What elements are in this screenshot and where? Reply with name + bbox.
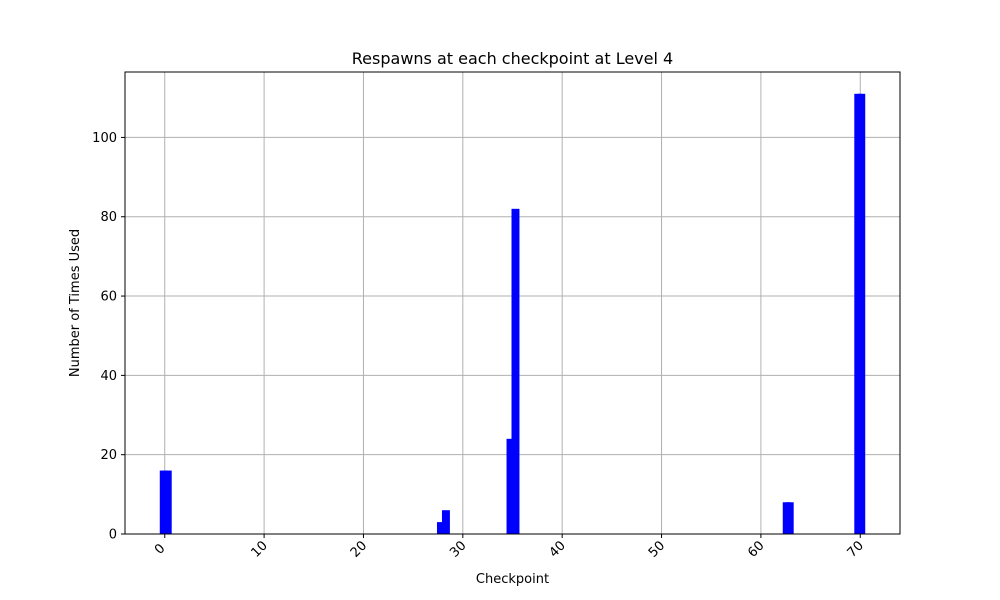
x-axis-ticks: 0 10 20 30 40 50 60 70 <box>152 534 867 561</box>
bar <box>511 208 520 535</box>
y-axis-label: Number of Times Used <box>68 229 83 377</box>
x-tick-label: 20 <box>348 538 370 560</box>
x-tick-label: 60 <box>745 538 767 560</box>
y-tick-label: 0 <box>109 528 117 543</box>
x-tick-label: 0 <box>152 541 168 557</box>
bars <box>159 93 866 535</box>
plot-frame <box>124 71 901 535</box>
y-tick-label: 20 <box>100 448 117 463</box>
x-tick-label: 40 <box>547 538 569 560</box>
y-tick-label: 40 <box>100 369 117 384</box>
bar <box>506 438 515 534</box>
y-tick-label: 100 <box>92 131 117 146</box>
x-tick-label: 10 <box>248 538 270 560</box>
x-axis-label: Checkpoint <box>476 572 549 587</box>
bar <box>163 470 172 534</box>
y-axis-ticks: 0 20 40 60 80 100 <box>92 131 125 543</box>
chart-title: Respawns at each checkpoint at Level 4 <box>352 49 673 68</box>
bar <box>857 93 866 534</box>
bar <box>785 502 794 534</box>
y-tick-label: 80 <box>100 210 117 225</box>
x-tick-label: 30 <box>447 538 469 560</box>
bar <box>441 510 450 534</box>
x-tick-label: 70 <box>845 538 867 560</box>
y-tick-label: 60 <box>100 290 117 305</box>
x-tick-label: 50 <box>646 538 668 560</box>
bar <box>436 522 445 534</box>
